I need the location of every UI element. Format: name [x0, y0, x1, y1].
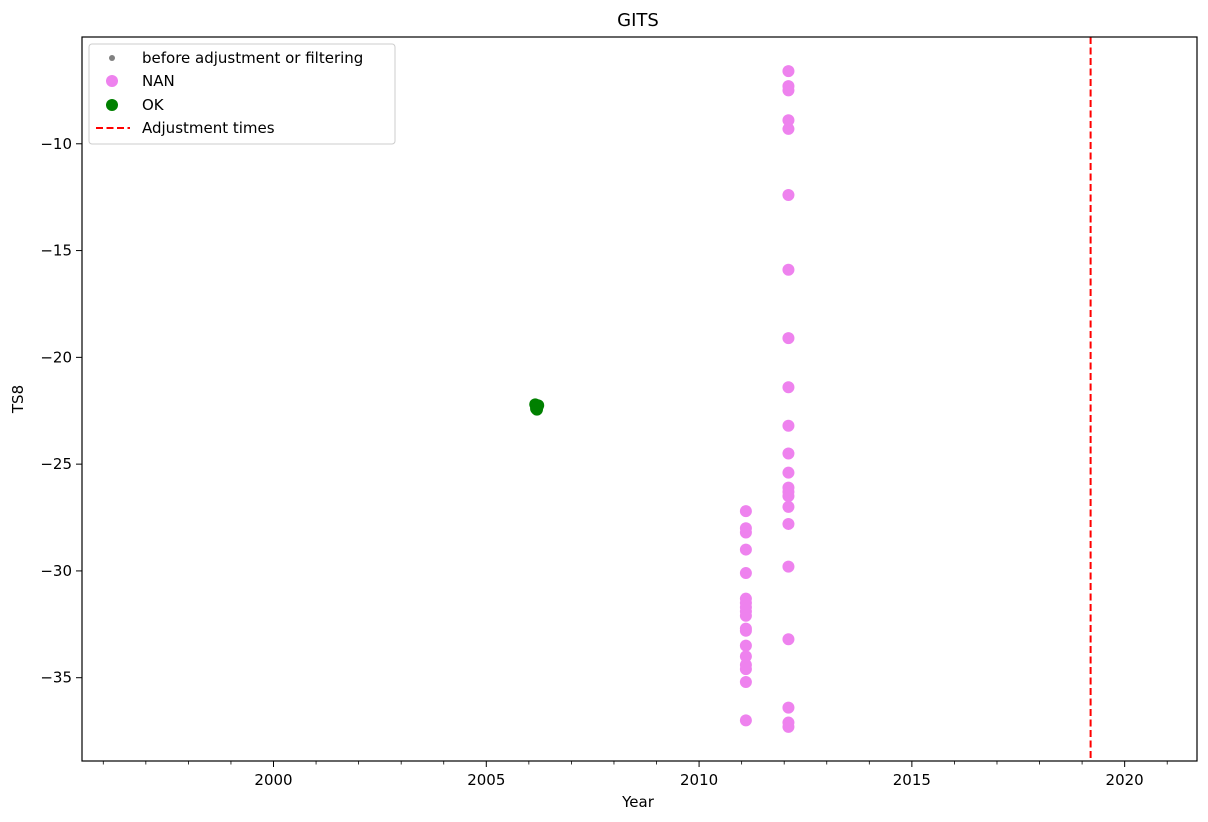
nan-point: [739, 675, 752, 688]
nan-point: [782, 332, 795, 345]
plot-frame: [81, 36, 1198, 762]
nan-point: [782, 84, 795, 97]
nan-point: [782, 560, 795, 573]
legend-label: Adjustment times: [142, 119, 275, 137]
y-tick-label: −10: [40, 135, 72, 153]
x-tick-label: 2010: [680, 771, 718, 789]
legend-label: before adjustment or filtering: [142, 49, 363, 67]
y-axis-label: TS8: [9, 385, 27, 414]
nan-point: [782, 633, 795, 646]
nan-point: [782, 466, 795, 479]
y-tick-label: −30: [40, 562, 72, 580]
nan-point: [782, 490, 795, 503]
nan-point: [739, 526, 752, 539]
legend-frame: [88, 43, 396, 145]
x-tick-label: 2020: [1106, 771, 1144, 789]
y-tick-label: −25: [40, 455, 72, 473]
nan-point: [782, 381, 795, 394]
nan-point: [739, 609, 752, 622]
nan-point: [782, 419, 795, 432]
nan-point: [782, 701, 795, 714]
nan-point: [739, 714, 752, 727]
ok-point: [530, 403, 543, 416]
nan-point: [782, 189, 795, 202]
x-axis-label: Year: [621, 793, 655, 811]
nan-point: [739, 663, 752, 676]
nan-point: [739, 624, 752, 637]
legend-label: NAN: [142, 72, 175, 90]
y-tick-label: −20: [40, 348, 72, 366]
nan-point: [739, 543, 752, 556]
nan-point: [782, 114, 795, 127]
nan-point: [739, 505, 752, 518]
nan-point: [782, 720, 795, 733]
legend-marker: [109, 55, 115, 61]
legend: before adjustment or filtering NAN OK Adjus…: [88, 43, 396, 145]
nan-point: [782, 122, 795, 135]
y-tick-label: −35: [40, 669, 72, 687]
plot-area: [529, 37, 1092, 761]
x-tick-label: 2015: [893, 771, 931, 789]
legend-label: OK: [142, 96, 165, 114]
nan-point: [739, 567, 752, 580]
legend-marker: [106, 99, 118, 111]
axes-ticks: 2000 2005 2010 2015 2020 −10 −15 −20 −25 −30 −35: [40, 135, 1168, 789]
nan-point: [739, 639, 752, 652]
nan-point: [782, 263, 795, 276]
nan-point: [782, 517, 795, 530]
nan-point: [782, 500, 795, 513]
nan-point: [739, 650, 752, 663]
legend-marker: [106, 75, 118, 87]
nan-point: [782, 65, 795, 78]
nan-point: [782, 447, 795, 460]
chart-title: GITS: [617, 10, 659, 31]
x-tick-label: 2005: [467, 771, 505, 789]
x-tick-label: 2000: [254, 771, 292, 789]
y-tick-label: −15: [40, 242, 72, 260]
